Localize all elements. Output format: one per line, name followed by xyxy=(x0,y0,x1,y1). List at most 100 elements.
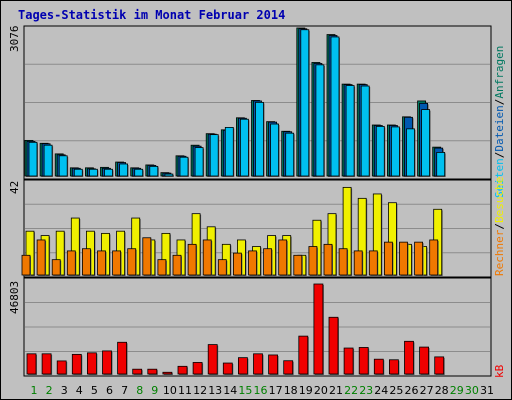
bar-kb xyxy=(434,356,445,375)
legend-bottom: kB xyxy=(493,365,506,378)
bar-seiten xyxy=(345,85,355,177)
bar-seiten xyxy=(134,168,144,177)
x-tick-label: 27 xyxy=(420,384,434,397)
bar-seiten xyxy=(28,141,38,177)
middle-ymax-label: 42 xyxy=(8,180,21,194)
bar-rechner xyxy=(217,259,227,276)
bottom-ymax-label: 46803 xyxy=(8,280,21,314)
bar-seiten xyxy=(149,165,159,177)
bar-rechner xyxy=(51,259,61,276)
x-tick-label: 3 xyxy=(61,384,68,397)
bar-kb xyxy=(313,283,324,375)
bar-kb xyxy=(268,354,279,375)
x-tick-label: 17 xyxy=(269,384,283,397)
legend-sep-3: / xyxy=(493,223,506,230)
x-tick-label: 21 xyxy=(329,384,343,397)
x-tick-label: 11 xyxy=(178,384,192,397)
x-tick-label: 4 xyxy=(76,384,83,397)
bar-rechner xyxy=(66,250,76,276)
bar-rechner xyxy=(414,241,424,276)
bar-rechner xyxy=(142,237,152,276)
bar-kb xyxy=(177,365,188,375)
x-tick-label: 18 xyxy=(284,384,298,397)
x-tick-label: 7 xyxy=(121,384,128,397)
bar-seiten xyxy=(89,168,98,177)
bar-seiten xyxy=(164,173,174,177)
legend-top: Seiten/Dateien/Anfragen xyxy=(493,46,506,198)
bar-rechner xyxy=(368,250,378,276)
bars-visits xyxy=(21,186,443,276)
x-tick-label: 20 xyxy=(314,384,328,397)
x-tick-label: 13 xyxy=(208,384,222,397)
bar-kb xyxy=(343,347,354,375)
x-tick-label: 12 xyxy=(193,384,207,397)
bar-kb xyxy=(147,368,158,375)
bar-seiten xyxy=(209,134,219,177)
x-tick-label: 22 xyxy=(344,384,358,397)
chart-title: Tages-Statistik im Monat Februar 2014 xyxy=(18,8,286,22)
bar-kb xyxy=(388,359,399,375)
x-tick-label: 31 xyxy=(480,384,494,397)
bar-kb xyxy=(283,360,294,375)
bar-seiten xyxy=(224,127,234,177)
bar-seiten xyxy=(194,147,204,177)
bar-rechner xyxy=(353,250,363,276)
legend-anfragen: Anfragen xyxy=(493,45,506,99)
x-tick-label: 19 xyxy=(299,384,313,397)
bar-seiten xyxy=(421,109,431,177)
bar-rechner xyxy=(97,250,106,276)
bar-kb xyxy=(132,368,143,375)
bar-kb xyxy=(192,362,203,375)
x-tick-label: 2 xyxy=(46,384,53,397)
bar-kb xyxy=(328,316,339,375)
legend-sep-2: / xyxy=(493,98,506,106)
bar-seiten xyxy=(300,29,310,177)
bar-seiten xyxy=(119,163,128,177)
bar-kb xyxy=(26,353,37,375)
x-tick-label: 10 xyxy=(163,384,177,397)
x-tick-label: 23 xyxy=(359,384,373,397)
x-tick-label: 9 xyxy=(151,384,158,397)
x-tick-label: 16 xyxy=(254,384,268,397)
bar-kb xyxy=(358,347,369,375)
bar-kb xyxy=(373,358,384,375)
x-tick-label: 6 xyxy=(106,384,113,397)
bar-seiten xyxy=(436,152,446,177)
legend-dateien: Dateien xyxy=(493,105,506,152)
bar-rechner xyxy=(187,243,197,276)
bar-rechner xyxy=(293,254,303,276)
bar-rechner xyxy=(36,239,46,276)
bar-kb xyxy=(71,353,82,375)
bar-rechner xyxy=(82,248,91,276)
bar-seiten xyxy=(360,85,370,177)
bar-rechner xyxy=(232,252,242,276)
bar-seiten xyxy=(406,128,415,177)
bars-kb xyxy=(26,283,445,375)
bar-rechner xyxy=(157,259,167,276)
x-tick-label: 24 xyxy=(374,384,388,397)
bar-seiten xyxy=(179,156,189,177)
bar-seiten xyxy=(330,36,340,177)
bar-rechner xyxy=(399,241,408,276)
bar-seiten xyxy=(73,168,83,177)
x-tick-label: 30 xyxy=(465,384,479,397)
legend-rechner: Rechner xyxy=(493,229,506,276)
bars-requests xyxy=(24,27,446,178)
bar-kb xyxy=(298,335,309,375)
bar-rechner xyxy=(127,248,137,276)
legend-sep-1: / xyxy=(493,151,506,159)
bar-seiten xyxy=(390,126,400,177)
x-tick-label: 1 xyxy=(31,384,38,397)
x-tick-label: 8 xyxy=(136,384,143,397)
bar-rechner xyxy=(112,250,121,276)
bar-kb xyxy=(102,350,112,375)
bar-rechner xyxy=(278,239,288,276)
x-tick-label: 15 xyxy=(238,384,252,397)
bar-seiten xyxy=(239,118,249,177)
bar-seiten xyxy=(255,101,264,177)
x-tick-label: 14 xyxy=(223,384,237,397)
x-tick-label: 5 xyxy=(91,384,98,397)
legend-kb: kB xyxy=(493,364,506,378)
bar-seiten xyxy=(43,144,53,177)
